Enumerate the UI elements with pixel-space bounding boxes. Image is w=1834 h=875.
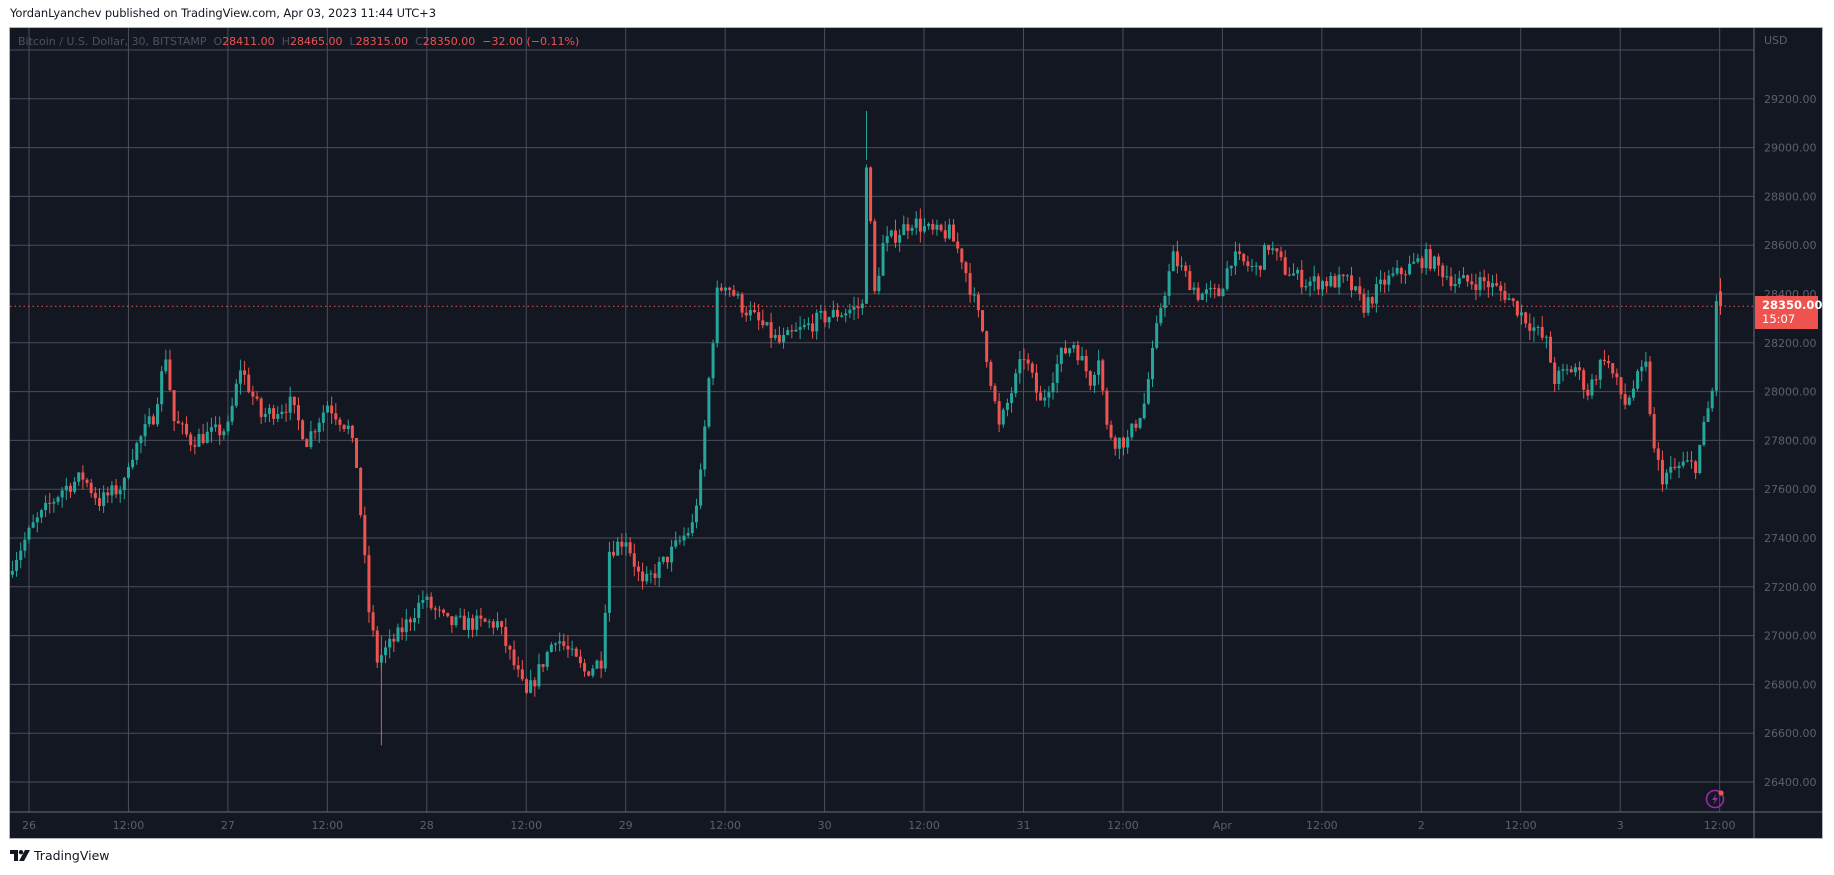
- low-label: L: [349, 35, 356, 48]
- lightning-icon[interactable]: [1704, 788, 1726, 810]
- price-tick: 28800.00: [1764, 190, 1817, 203]
- time-tick: 12:00: [1505, 819, 1537, 832]
- attribution-text: YordanLyanchev published on TradingView.…: [10, 6, 436, 20]
- ohlc-legend: Bitcoin / U.S. Dollar, 30, BITSTAMP O284…: [18, 35, 579, 48]
- time-tick: 26: [22, 819, 36, 832]
- close-value: 28350.00: [422, 35, 476, 48]
- time-tick: 3: [1617, 819, 1624, 832]
- price-tick: 29200.00: [1764, 93, 1817, 106]
- time-tick: 30: [818, 819, 832, 832]
- time-tick: 12:00: [113, 819, 145, 832]
- price-tick: 26800.00: [1764, 678, 1817, 691]
- time-tick: 29: [619, 819, 633, 832]
- time-tick: 12:00: [709, 819, 741, 832]
- price-tick: 28000.00: [1764, 386, 1817, 399]
- time-tick: 12:00: [1107, 819, 1139, 832]
- price-tick: 27200.00: [1764, 581, 1817, 594]
- price-tick: 27600.00: [1764, 483, 1817, 496]
- last-price-tag: 28350.00 15:07: [1755, 296, 1823, 329]
- low-value: 28315.00: [355, 35, 409, 48]
- time-tick: Apr: [1213, 819, 1233, 832]
- change-value: −32.00 (−0.11%): [482, 35, 580, 48]
- time-tick: 31: [1017, 819, 1031, 832]
- price-tick: 29000.00: [1764, 142, 1817, 155]
- brand-name: TradingView: [34, 848, 110, 863]
- time-tick: 12:00: [1704, 819, 1736, 832]
- time-tick: 12:00: [1306, 819, 1338, 832]
- high-value: 28465.00: [289, 35, 343, 48]
- symbol-label[interactable]: Bitcoin / U.S. Dollar, 30, BITSTAMP: [18, 35, 207, 48]
- time-tick: 28: [420, 819, 434, 832]
- time-tick: 2: [1418, 819, 1425, 832]
- tradingview-logo[interactable]: TradingView: [10, 848, 110, 863]
- price-tick: 26400.00: [1764, 776, 1817, 789]
- price-tick: 26600.00: [1764, 727, 1817, 740]
- time-tick: 27: [221, 819, 235, 832]
- time-tick: 12:00: [908, 819, 940, 832]
- open-label: O: [213, 35, 223, 48]
- time-tick: 12:00: [311, 819, 343, 832]
- tradingview-logo-icon: [10, 850, 30, 861]
- price-tick: 27000.00: [1764, 630, 1817, 643]
- high-label: H: [281, 35, 290, 48]
- price-tick: 28200.00: [1764, 337, 1817, 350]
- bar-countdown: 15:07: [1762, 312, 1796, 326]
- currency-label[interactable]: USD: [1764, 34, 1788, 47]
- price-tick: 27800.00: [1764, 434, 1817, 447]
- time-tick: 12:00: [510, 819, 542, 832]
- close-label: C: [415, 35, 423, 48]
- last-price-value: 28350.00: [1762, 298, 1823, 312]
- open-value: 28411.00: [222, 35, 275, 48]
- price-tick: 27400.00: [1764, 532, 1817, 545]
- price-tick: 28600.00: [1764, 239, 1817, 252]
